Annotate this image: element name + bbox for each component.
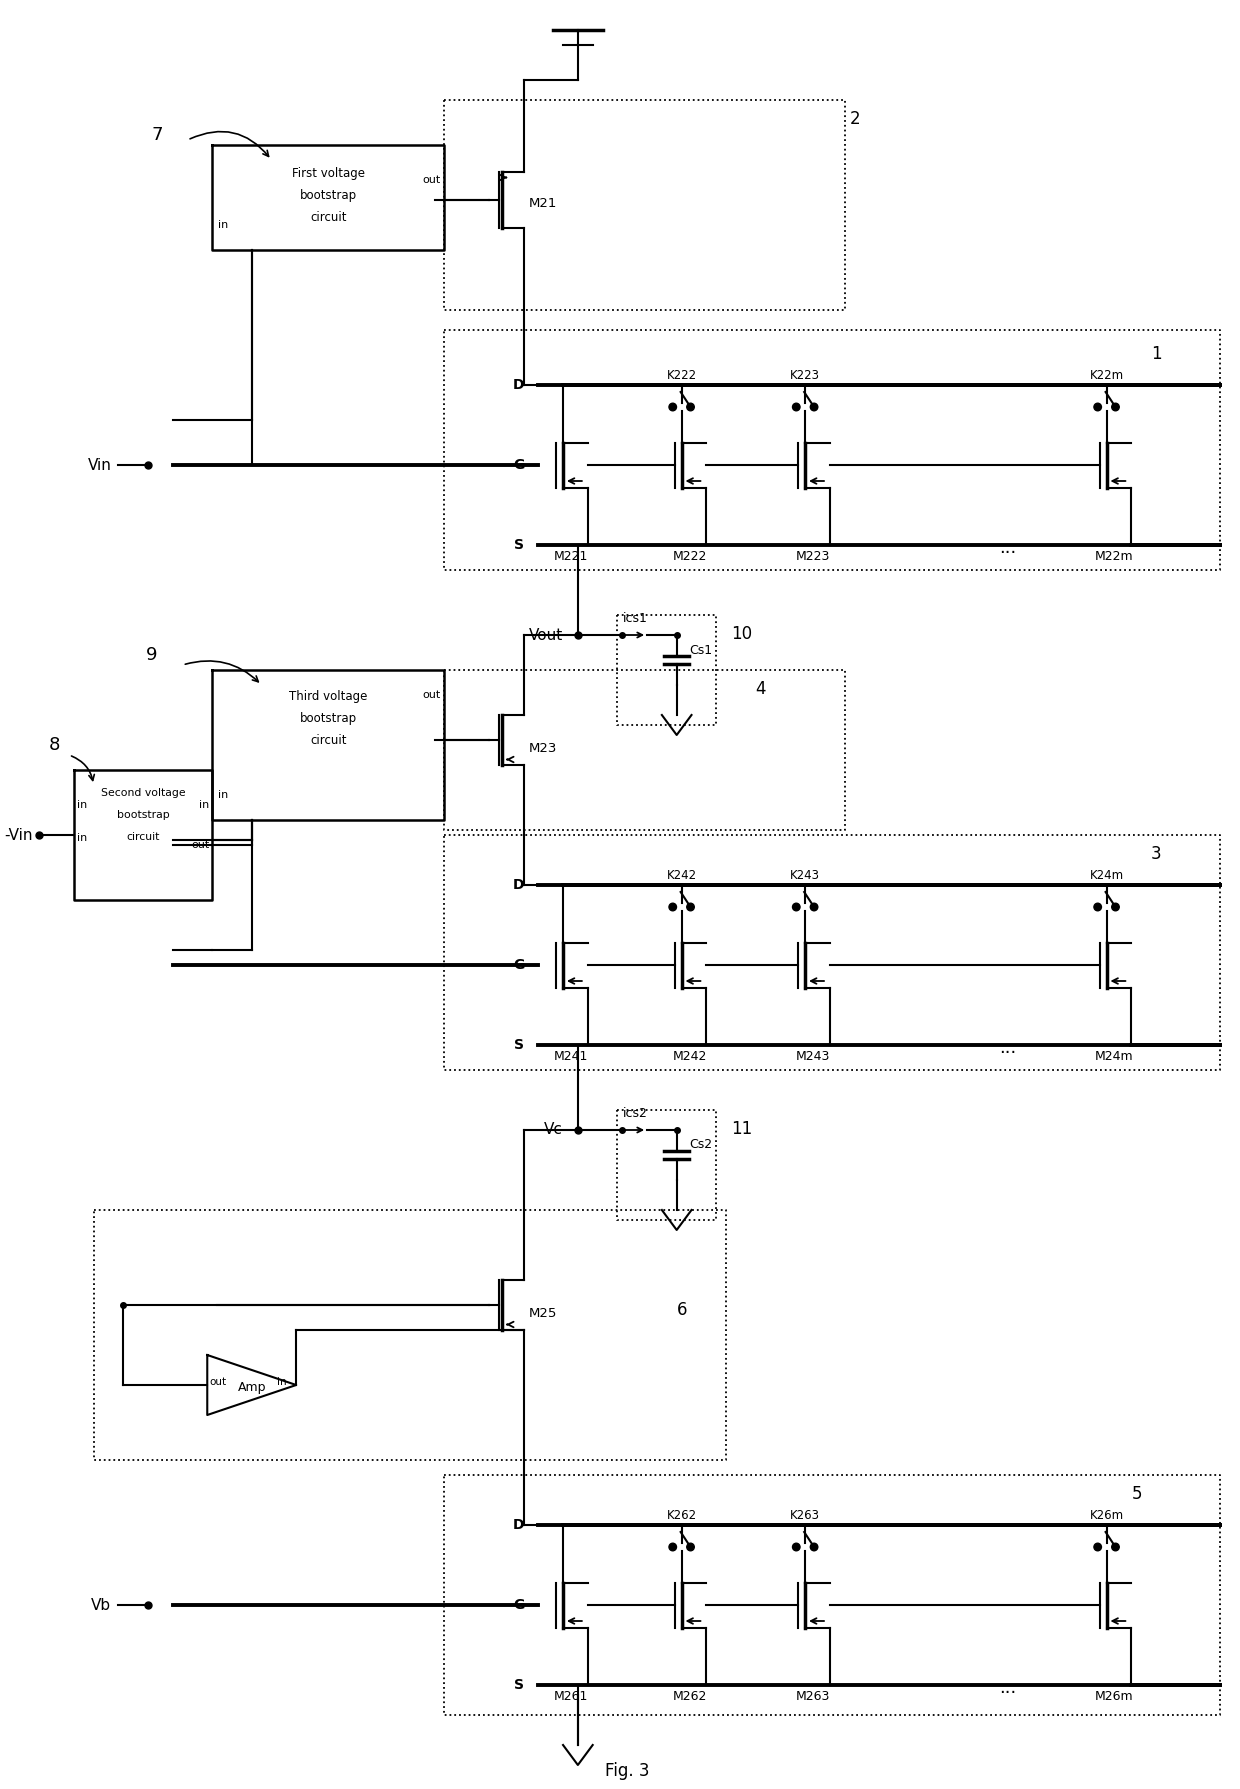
Text: Second voltage: Second voltage [100,787,185,798]
Text: M222: M222 [672,549,707,564]
Text: 1: 1 [1151,345,1162,363]
Text: 3: 3 [1151,844,1162,862]
Text: circuit: circuit [310,733,346,748]
Text: 10: 10 [732,624,753,642]
Text: 11: 11 [732,1120,753,1138]
Circle shape [792,903,800,911]
Text: K243: K243 [790,869,820,882]
Text: bootstrap: bootstrap [300,190,357,202]
Text: circuit: circuit [310,211,346,224]
Text: D: D [513,377,525,392]
Circle shape [792,1544,800,1551]
Circle shape [1112,1544,1120,1551]
Circle shape [1112,403,1120,411]
Text: out: out [423,691,440,699]
Text: Vb: Vb [92,1598,112,1612]
Text: S: S [513,1038,523,1052]
Text: 5: 5 [1131,1485,1142,1503]
Text: ...: ... [999,538,1017,556]
Text: ...: ... [999,873,1017,891]
Text: ...: ... [999,1513,1017,1531]
Text: 7: 7 [151,125,162,143]
Text: M263: M263 [796,1691,831,1703]
Circle shape [810,403,818,411]
Text: -Vin: -Vin [4,828,32,843]
Text: M21: M21 [529,197,557,209]
Circle shape [810,903,818,911]
Text: G: G [513,458,525,472]
Circle shape [668,403,677,411]
Text: K262: K262 [667,1508,697,1522]
Text: K263: K263 [790,1508,820,1522]
Text: M262: M262 [672,1691,707,1703]
Text: M22m: M22m [1095,549,1133,564]
Text: D: D [513,878,525,893]
Text: bootstrap: bootstrap [300,712,357,725]
Text: D: D [513,1519,525,1531]
Text: M221: M221 [554,549,588,564]
Text: 4: 4 [755,680,766,698]
Text: bootstrap: bootstrap [117,810,170,819]
Text: M26m: M26m [1095,1691,1133,1703]
Text: out: out [210,1378,227,1386]
Text: Third voltage: Third voltage [289,691,367,703]
Text: ics1: ics1 [624,612,649,624]
Circle shape [792,403,800,411]
Text: M24m: M24m [1095,1050,1133,1063]
Text: Cs2: Cs2 [689,1138,713,1152]
Text: M241: M241 [554,1050,588,1063]
Circle shape [810,1544,818,1551]
Text: K242: K242 [667,869,697,882]
Text: Vout: Vout [528,628,563,642]
Text: K223: K223 [790,369,820,383]
Text: in: in [77,800,87,810]
Text: G: G [513,1598,525,1612]
Text: circuit: circuit [126,832,160,843]
Circle shape [668,903,677,911]
Text: in: in [218,791,228,800]
Text: S: S [513,538,523,553]
Text: Vc: Vc [544,1122,563,1138]
Text: in: in [277,1378,286,1386]
Text: Fig. 3: Fig. 3 [605,1762,650,1780]
Circle shape [1112,903,1120,911]
Text: 6: 6 [677,1301,687,1318]
Circle shape [1094,903,1101,911]
Text: Amp: Amp [238,1381,267,1394]
Text: ics2: ics2 [624,1107,649,1120]
Text: 2: 2 [849,109,861,129]
Text: M243: M243 [796,1050,831,1063]
Text: out: out [191,841,210,850]
Text: M25: M25 [529,1308,557,1320]
Circle shape [668,1544,677,1551]
Text: G: G [513,957,525,971]
Text: M23: M23 [529,742,557,755]
Text: K22m: K22m [1090,369,1123,383]
Circle shape [1094,403,1101,411]
Text: in: in [198,800,210,810]
Text: 9: 9 [146,646,157,664]
Text: 8: 8 [50,735,61,753]
Text: Vin: Vin [88,458,112,472]
Text: in: in [77,834,87,843]
Text: K24m: K24m [1090,869,1123,882]
Circle shape [687,903,694,911]
Text: K222: K222 [667,369,697,383]
Text: M223: M223 [796,549,831,564]
Circle shape [687,403,694,411]
Circle shape [687,1544,694,1551]
Text: Cs1: Cs1 [689,644,713,657]
Text: ...: ... [999,1039,1017,1057]
Text: ...: ... [999,1680,1017,1698]
Text: M261: M261 [554,1691,588,1703]
Text: out: out [423,175,440,184]
Text: K26m: K26m [1090,1508,1123,1522]
Text: First voltage: First voltage [291,166,365,181]
Text: in: in [218,220,228,231]
Text: S: S [513,1678,523,1692]
Text: M242: M242 [672,1050,707,1063]
Text: ...: ... [999,372,1017,392]
Circle shape [1094,1544,1101,1551]
